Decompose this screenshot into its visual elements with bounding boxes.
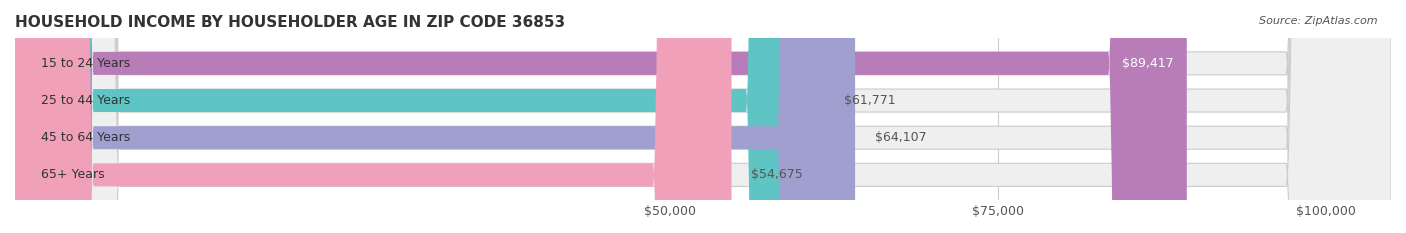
Text: 45 to 64 Years: 45 to 64 Years — [41, 131, 131, 144]
FancyBboxPatch shape — [15, 0, 855, 233]
FancyBboxPatch shape — [15, 0, 1391, 233]
Text: HOUSEHOLD INCOME BY HOUSEHOLDER AGE IN ZIP CODE 36853: HOUSEHOLD INCOME BY HOUSEHOLDER AGE IN Z… — [15, 15, 565, 30]
Text: 25 to 44 Years: 25 to 44 Years — [41, 94, 131, 107]
FancyBboxPatch shape — [15, 0, 1187, 233]
FancyBboxPatch shape — [15, 0, 1391, 233]
FancyBboxPatch shape — [15, 0, 824, 233]
Text: 15 to 24 Years: 15 to 24 Years — [41, 57, 131, 70]
Text: $64,107: $64,107 — [875, 131, 927, 144]
FancyBboxPatch shape — [15, 0, 731, 233]
Text: $61,771: $61,771 — [844, 94, 896, 107]
FancyBboxPatch shape — [15, 0, 1391, 233]
Text: 65+ Years: 65+ Years — [41, 168, 105, 181]
Text: Source: ZipAtlas.com: Source: ZipAtlas.com — [1260, 16, 1378, 26]
FancyBboxPatch shape — [15, 0, 1391, 233]
Text: $89,417: $89,417 — [1122, 57, 1174, 70]
Text: $54,675: $54,675 — [751, 168, 803, 181]
